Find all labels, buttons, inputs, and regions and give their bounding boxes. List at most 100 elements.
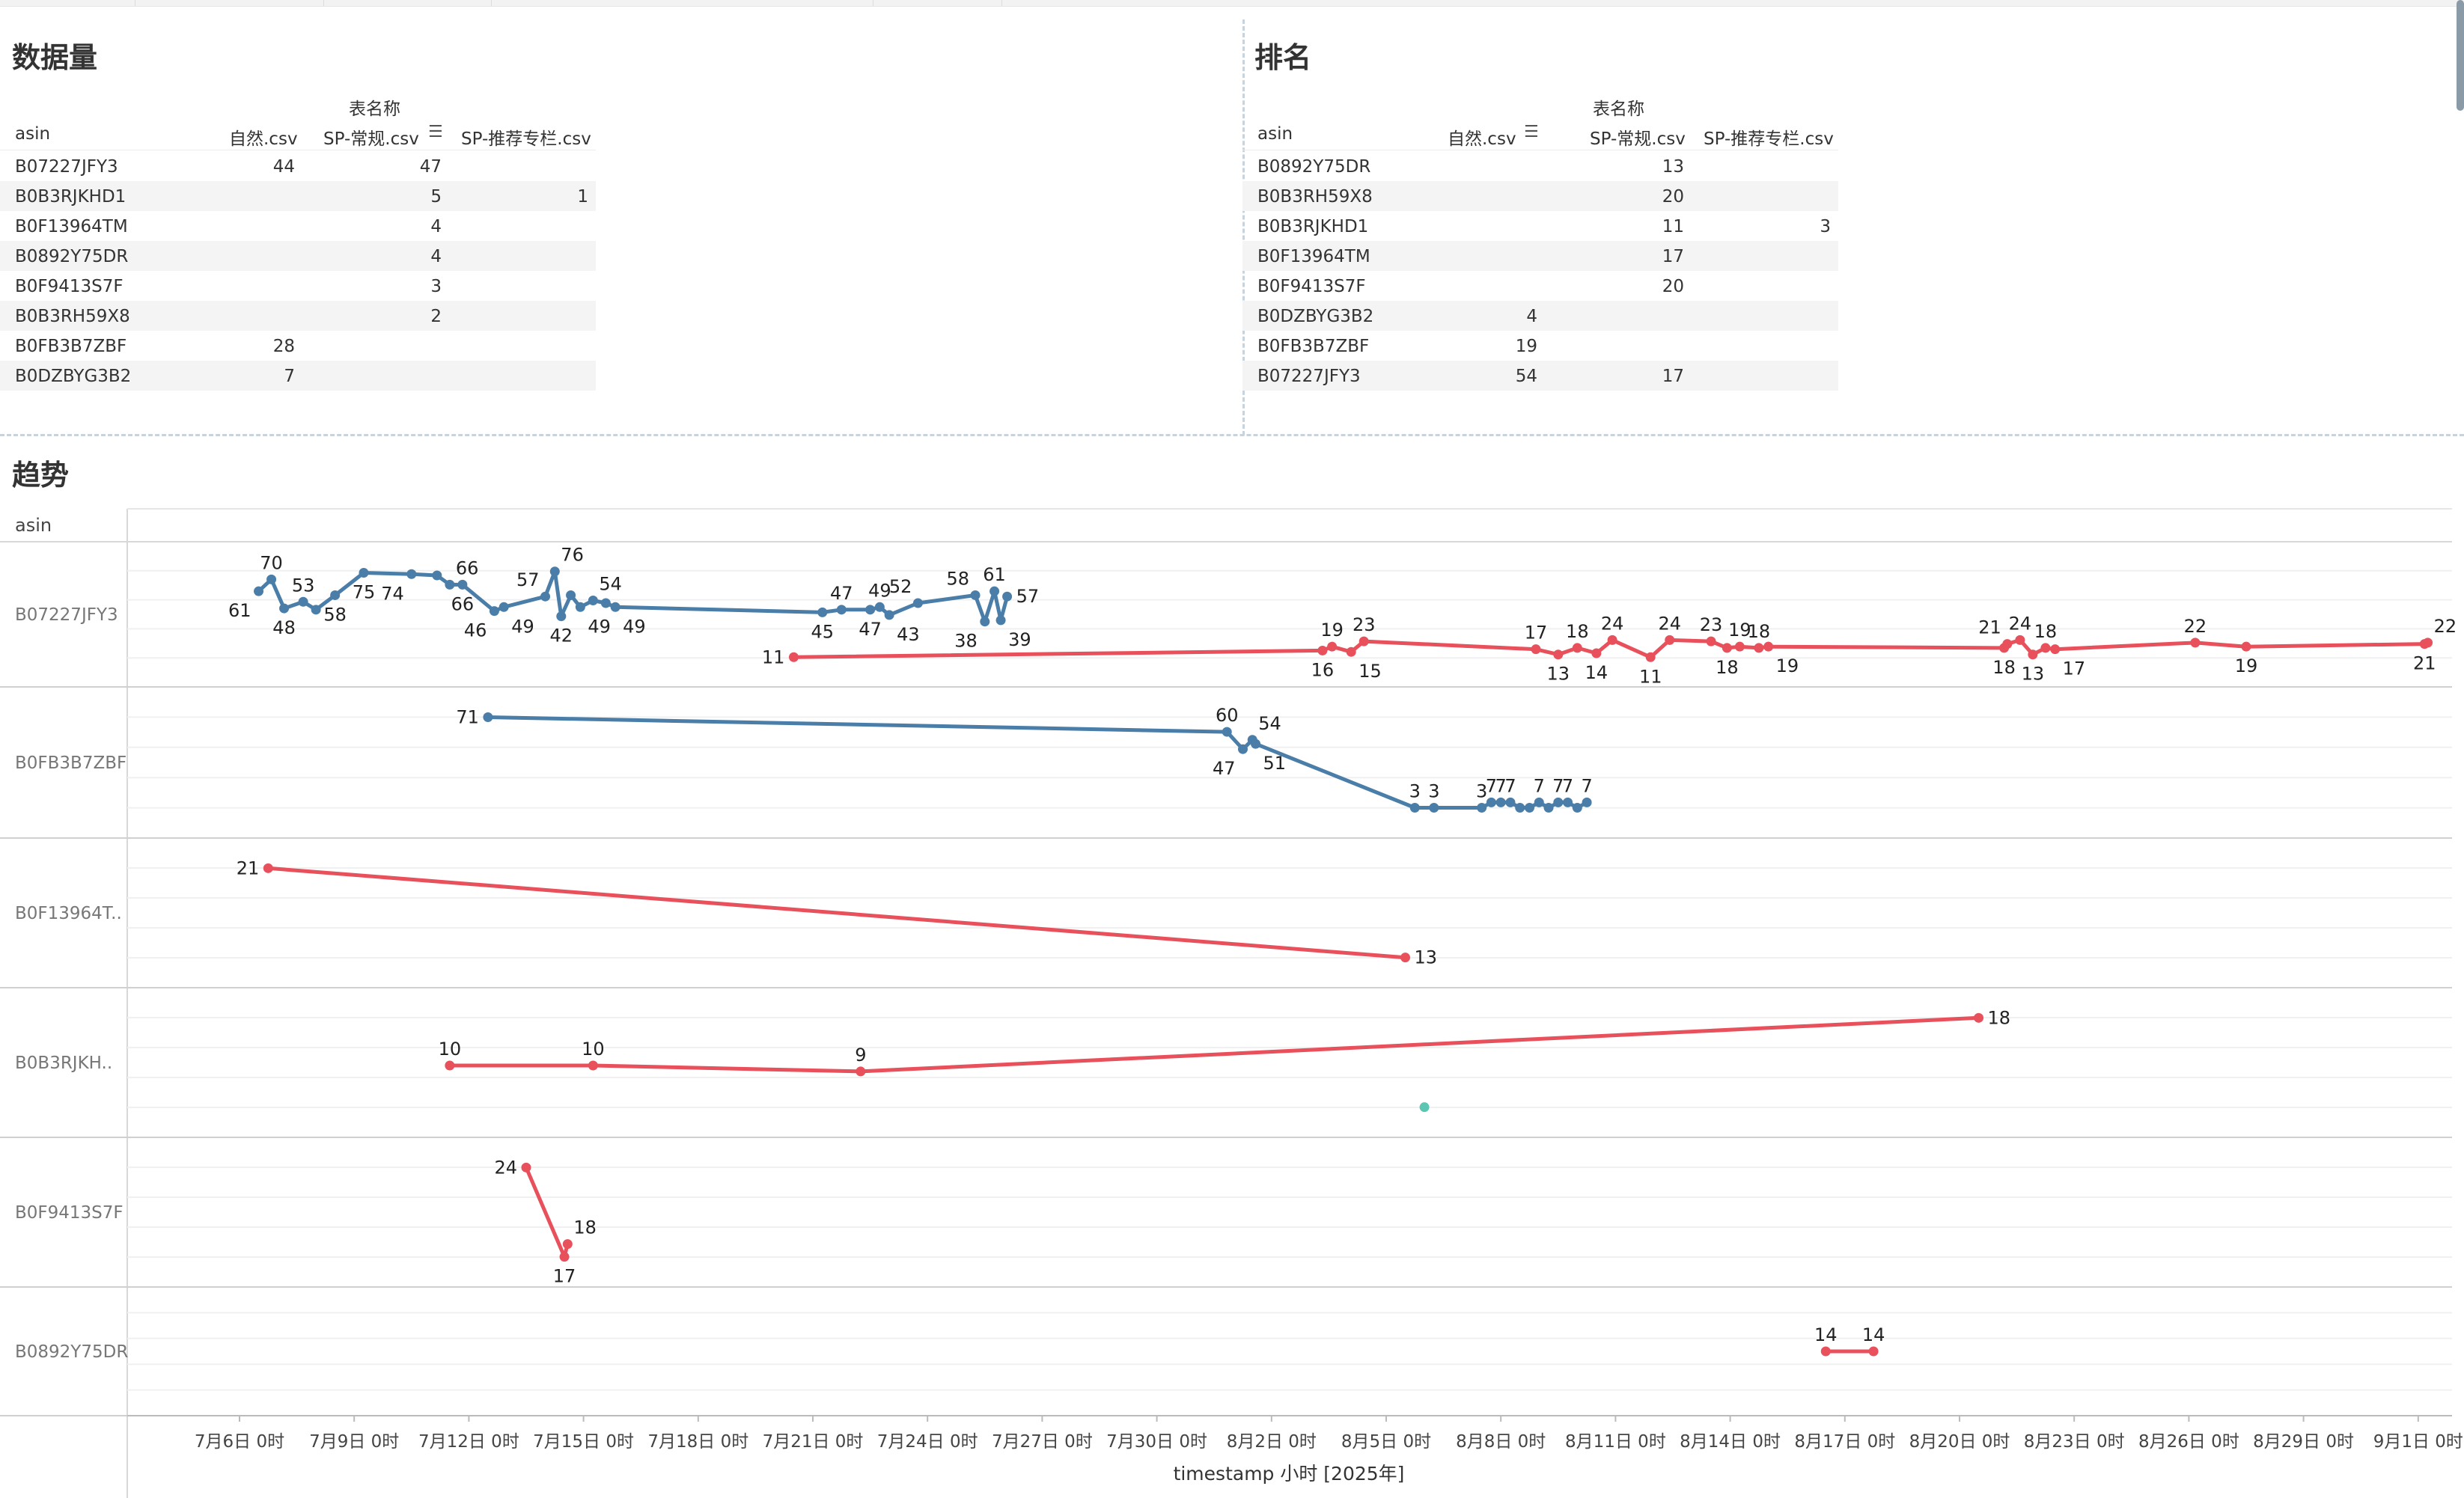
data-point[interactable] (432, 570, 442, 581)
rank-table-col-sp-recommend[interactable]: SP-推荐专栏.csv (1704, 129, 1834, 149)
data-point[interactable] (1868, 1346, 1879, 1357)
data-point[interactable] (1553, 797, 1564, 807)
sort-ascending-icon[interactable]: ☰ (1524, 123, 1539, 141)
data-point[interactable] (457, 579, 468, 590)
data-point[interactable] (1222, 727, 1232, 737)
data-point[interactable] (445, 1060, 455, 1071)
data-point[interactable] (1486, 797, 1496, 807)
data-point[interactable] (559, 1252, 570, 1262)
data-point[interactable] (1505, 797, 1516, 807)
table-row-asin[interactable]: B0F9413S7F (15, 277, 123, 296)
data-point[interactable] (2015, 635, 2025, 645)
data-point[interactable] (1974, 1012, 1984, 1023)
data-point[interactable] (995, 615, 1006, 626)
table-row-asin[interactable]: B0B3RH59X8 (1257, 187, 1373, 207)
data-point[interactable] (1563, 797, 1573, 807)
data-point[interactable] (817, 607, 828, 617)
data-point[interactable] (1525, 802, 1534, 813)
data-point[interactable] (549, 566, 560, 577)
sort-descending-icon[interactable]: ☰ (428, 123, 443, 141)
count-table-col-sp-regular[interactable]: SP-常规.csv (323, 129, 419, 149)
table-row-asin[interactable]: B0B3RJKHD1 (15, 187, 126, 207)
table-row-asin[interactable]: B0DZBYG3B2 (15, 367, 132, 386)
data-point[interactable] (1515, 802, 1525, 813)
data-point[interactable] (1754, 643, 1764, 653)
data-point[interactable] (1531, 644, 1541, 655)
vertical-scrollbar-thumb[interactable] (2457, 0, 2464, 111)
data-point[interactable] (610, 602, 620, 612)
data-point[interactable] (1358, 636, 1369, 646)
data-point[interactable] (1400, 953, 1411, 963)
data-point[interactable] (1734, 641, 1745, 652)
count-table-col-sp-recommend[interactable]: SP-推荐专栏.csv (461, 129, 591, 149)
table-row-asin[interactable]: B0892Y75DR (15, 247, 129, 266)
data-point[interactable] (556, 611, 567, 622)
data-point[interactable] (575, 602, 585, 612)
rank-table-col-sp-regular[interactable]: SP-常规.csv (1590, 129, 1686, 149)
data-point[interactable] (1495, 797, 1506, 807)
table-row-asin[interactable]: B0892Y75DR (1257, 157, 1371, 177)
data-point[interactable] (2040, 643, 2051, 653)
data-point[interactable] (874, 602, 885, 612)
data-point[interactable] (1645, 652, 1656, 662)
data-point[interactable] (1543, 802, 1554, 813)
table-row-asin[interactable]: B0F13964TM (15, 217, 128, 236)
data-point[interactable] (600, 598, 611, 608)
data-point[interactable] (2241, 641, 2251, 652)
data-point[interactable] (1553, 649, 1564, 660)
count-table-col-natural[interactable]: 自然.csv (229, 129, 298, 149)
data-point[interactable] (856, 1066, 866, 1077)
table-row-asin[interactable]: B0FB3B7ZBF (15, 337, 127, 356)
data-point[interactable] (1429, 802, 1439, 813)
data-point[interactable] (1251, 739, 1261, 749)
data-point[interactable] (865, 605, 876, 615)
data-point[interactable] (1409, 802, 1420, 813)
table-row-asin[interactable]: B07227JFY3 (15, 157, 118, 177)
data-point[interactable] (1582, 797, 1592, 807)
data-point[interactable] (263, 863, 273, 873)
data-point[interactable] (2050, 644, 2061, 655)
data-point[interactable] (279, 603, 290, 614)
data-point[interactable] (588, 596, 598, 606)
data-point[interactable] (970, 590, 981, 600)
data-point[interactable] (1346, 646, 1356, 657)
data-point[interactable] (2002, 639, 2013, 649)
table-row-asin[interactable]: B0F9413S7F (1257, 277, 1366, 296)
data-point[interactable] (1419, 1102, 1430, 1113)
data-point[interactable] (884, 610, 894, 620)
data-point[interactable] (521, 1162, 531, 1173)
data-point[interactable] (489, 606, 499, 617)
table-row-asin[interactable]: B0B3RJKHD1 (1257, 217, 1369, 236)
rank-table-col-natural[interactable]: 自然.csv (1448, 129, 1516, 149)
data-point[interactable] (1477, 802, 1487, 813)
data-point[interactable] (1572, 643, 1582, 653)
data-point[interactable] (1665, 635, 1675, 645)
data-point[interactable] (588, 1060, 598, 1071)
data-point[interactable] (980, 617, 990, 627)
data-point[interactable] (540, 591, 551, 602)
data-point[interactable] (1572, 802, 1582, 813)
data-point[interactable] (2190, 638, 2201, 648)
table-row-asin[interactable]: B07227JFY3 (1257, 367, 1361, 386)
data-point[interactable] (1534, 797, 1544, 807)
data-point[interactable] (1820, 1346, 1831, 1357)
table-row-asin[interactable]: B0FB3B7ZBF (1257, 337, 1370, 356)
data-point[interactable] (483, 712, 493, 723)
data-point[interactable] (1591, 648, 1602, 658)
data-point[interactable] (1327, 641, 1338, 652)
table-row-asin[interactable]: B0F13964TM (1257, 247, 1370, 266)
data-point[interactable] (989, 586, 1000, 596)
data-point[interactable] (406, 569, 417, 579)
data-point[interactable] (330, 590, 341, 600)
data-point[interactable] (311, 605, 321, 615)
data-point[interactable] (266, 574, 277, 584)
data-point[interactable] (566, 590, 576, 600)
table-row-asin[interactable]: B0DZBYG3B2 (1257, 307, 1374, 326)
data-point[interactable] (254, 586, 264, 596)
data-point[interactable] (359, 568, 369, 578)
data-point[interactable] (788, 652, 799, 662)
data-point[interactable] (1002, 591, 1013, 602)
data-point[interactable] (1722, 643, 1732, 653)
data-point[interactable] (2423, 638, 2433, 648)
data-point[interactable] (562, 1239, 573, 1250)
